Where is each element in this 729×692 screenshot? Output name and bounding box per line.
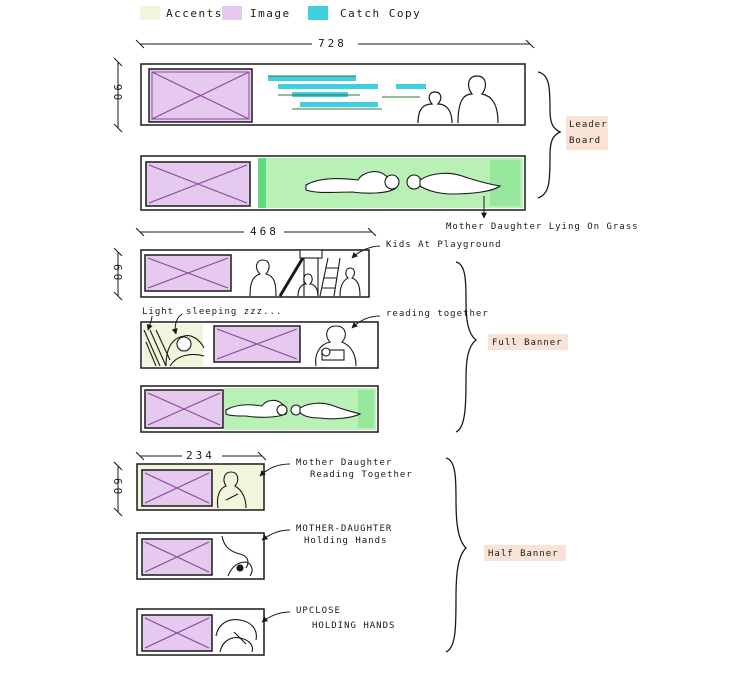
legend-accent-label: Accents <box>166 7 223 20</box>
annotation-lying-on-grass: Mother Daughter Lying On Grass <box>446 222 639 232</box>
sleeping-annotation-arrow <box>171 313 183 335</box>
full-banner-brace <box>455 261 478 433</box>
annotation-upclose-line2: HOLDING HANDS <box>312 621 395 631</box>
half-height-label: 60 <box>111 478 124 497</box>
image-placeholder <box>145 161 251 207</box>
upclose-hands-sketch <box>215 619 257 653</box>
legend-image-swatch <box>222 6 242 20</box>
annotation-kids-playground: Kids At Playground <box>386 240 502 250</box>
half-banner-2 <box>136 532 265 580</box>
sleeping-sketch <box>143 329 205 367</box>
image-placeholder <box>148 68 253 123</box>
legend-image-label: Image <box>250 7 291 20</box>
image-placeholder <box>141 469 213 507</box>
half-reading-sketch <box>216 471 247 509</box>
reading-together-sketch <box>315 325 357 367</box>
image-placeholder <box>213 325 301 363</box>
full-banner-2 <box>140 321 379 369</box>
leader-width-label: 728 <box>318 37 347 50</box>
image-placeholder <box>141 538 213 576</box>
half-height-dimension: 60 <box>111 461 124 517</box>
lying-on-grass-sketch <box>305 171 502 195</box>
half-banner-brace <box>445 457 467 653</box>
reading-annotation-arrow <box>351 315 381 329</box>
md-holding-annotation-arrow <box>261 529 291 541</box>
holding-hands-sketch <box>221 535 253 577</box>
full-width-dimension: 468 <box>135 224 377 238</box>
catch-copy-lines <box>268 75 426 110</box>
leader-board-label-line2: Board <box>569 136 601 146</box>
half-width-label: 234 <box>186 449 215 462</box>
full-banner-label: Full Banner <box>492 338 563 348</box>
light-annotation-arrow <box>146 315 153 331</box>
upclose-annotation-arrow <box>261 611 291 623</box>
lying-on-grass-sketch-small <box>225 399 362 420</box>
leader-width-dimension: 728 <box>135 36 535 50</box>
half-banner-1 <box>136 463 265 511</box>
annotation-md-holding-line1: MOTHER-DAUGHTER <box>296 524 392 534</box>
legend-catch-copy-swatch <box>308 6 328 20</box>
annotation-sleeping: sleeping zzz... <box>186 307 282 317</box>
half-width-dimension: 234 <box>135 448 267 462</box>
full-height-dimension: 60 <box>111 247 124 301</box>
full-height-label: 60 <box>111 264 124 283</box>
full-width-label: 468 <box>250 225 279 238</box>
leader-height-label: 90 <box>111 84 124 103</box>
half-banner-label: Half Banner <box>488 549 559 559</box>
people-silhouette-sketch <box>417 75 499 124</box>
full-banner-3 <box>140 385 379 433</box>
leader-height-dimension: 90 <box>111 57 124 133</box>
playground-annotation-arrow <box>351 245 381 259</box>
full-banner-1 <box>140 249 370 298</box>
leader-board-label-bg <box>566 116 608 150</box>
legend: Accents Image Catch Copy <box>140 6 421 20</box>
legend-accent-swatch <box>140 6 160 20</box>
half-banner-3 <box>136 608 265 656</box>
playground-sketch <box>249 249 361 297</box>
annotation-md-holding-line2: Holding Hands <box>304 536 387 546</box>
annotation-md-reading-line1: Mother Daughter <box>296 458 392 468</box>
annotation-upclose-line1: UPCLOSE <box>296 606 341 616</box>
full-banner-label-bg <box>488 334 568 350</box>
image-placeholder <box>141 614 213 652</box>
annotation-reading-together: reading together <box>386 309 489 319</box>
leader-board-label-line1: Leader <box>569 120 608 130</box>
annotation-md-reading-line2: Reading Together <box>310 470 413 480</box>
half-banner-label-bg <box>484 545 566 561</box>
leader-banner-1 <box>140 63 526 126</box>
leader-banner-2 <box>140 155 526 211</box>
image-placeholder <box>144 254 232 292</box>
leader-board-brace <box>537 71 562 199</box>
image-placeholder <box>144 389 224 429</box>
md-reading-annotation-arrow <box>259 463 291 477</box>
annotation-light: Light <box>142 307 174 317</box>
legend-catch-copy-label: Catch Copy <box>340 7 421 20</box>
